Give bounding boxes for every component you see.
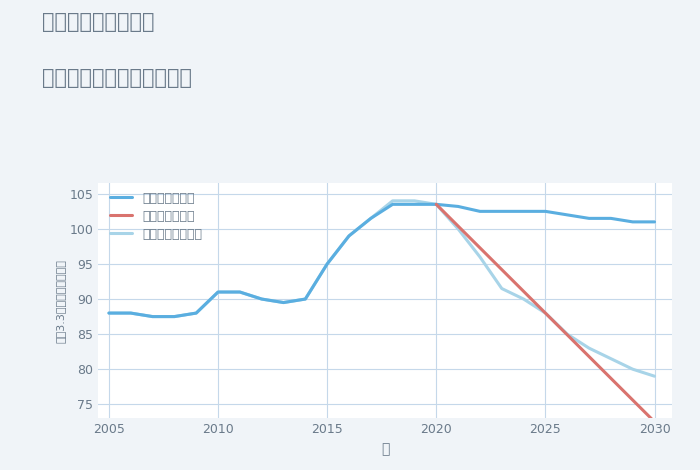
ノーマルシナリオ	[367, 216, 375, 221]
ノーマルシナリオ	[585, 345, 594, 351]
ノーマルシナリオ	[236, 289, 244, 295]
ノーマルシナリオ	[323, 261, 331, 267]
グッドシナリオ	[519, 209, 528, 214]
グッドシナリオ	[563, 212, 571, 218]
ノーマルシナリオ	[345, 233, 354, 239]
ノーマルシナリオ	[105, 310, 113, 316]
ノーマルシナリオ	[192, 310, 200, 316]
グッドシナリオ	[629, 219, 637, 225]
ノーマルシナリオ	[301, 296, 309, 302]
Y-axis label: 坪（3.3㎡）単価（万円）: 坪（3.3㎡）単価（万円）	[55, 259, 65, 343]
ノーマルシナリオ	[127, 310, 135, 316]
Line: ノーマルシナリオ: ノーマルシナリオ	[109, 201, 655, 376]
ノーマルシナリオ	[629, 367, 637, 372]
ノーマルシナリオ	[170, 314, 178, 320]
グッドシナリオ	[214, 289, 222, 295]
グッドシナリオ	[258, 296, 266, 302]
X-axis label: 年: 年	[381, 442, 389, 456]
グッドシナリオ	[170, 314, 178, 320]
グッドシナリオ	[345, 233, 354, 239]
グッドシナリオ	[279, 300, 288, 306]
グッドシナリオ	[105, 310, 113, 316]
グッドシナリオ	[585, 216, 594, 221]
グッドシナリオ	[498, 209, 506, 214]
ノーマルシナリオ	[541, 310, 550, 316]
グッドシナリオ	[236, 289, 244, 295]
ノーマルシナリオ	[519, 296, 528, 302]
ノーマルシナリオ	[650, 373, 659, 379]
ノーマルシナリオ	[258, 296, 266, 302]
グッドシナリオ	[301, 296, 309, 302]
グッドシナリオ	[389, 202, 397, 207]
グッドシナリオ	[650, 219, 659, 225]
ノーマルシナリオ	[279, 300, 288, 306]
ノーマルシナリオ	[432, 202, 440, 207]
グッドシナリオ	[476, 209, 484, 214]
グッドシナリオ	[454, 204, 462, 209]
Text: 千葉県富津市豊岡の: 千葉県富津市豊岡の	[42, 12, 155, 32]
グッドシナリオ	[148, 314, 157, 320]
グッドシナリオ	[607, 216, 615, 221]
ノーマルシナリオ	[498, 286, 506, 291]
ノーマルシナリオ	[389, 198, 397, 204]
グッドシナリオ	[541, 209, 550, 214]
ノーマルシナリオ	[607, 356, 615, 361]
ノーマルシナリオ	[410, 198, 419, 204]
Legend: グッドシナリオ, バッドシナリオ, ノーマルシナリオ: グッドシナリオ, バッドシナリオ, ノーマルシナリオ	[110, 192, 202, 241]
Line: グッドシナリオ: グッドシナリオ	[109, 204, 655, 317]
ノーマルシナリオ	[563, 331, 571, 337]
グッドシナリオ	[367, 216, 375, 221]
Text: 中古マンションの価格推移: 中古マンションの価格推移	[42, 68, 192, 88]
グッドシナリオ	[410, 202, 419, 207]
グッドシナリオ	[323, 261, 331, 267]
グッドシナリオ	[192, 310, 200, 316]
グッドシナリオ	[127, 310, 135, 316]
ノーマルシナリオ	[148, 314, 157, 320]
ノーマルシナリオ	[454, 226, 462, 232]
グッドシナリオ	[432, 202, 440, 207]
ノーマルシナリオ	[476, 254, 484, 260]
ノーマルシナリオ	[214, 289, 222, 295]
